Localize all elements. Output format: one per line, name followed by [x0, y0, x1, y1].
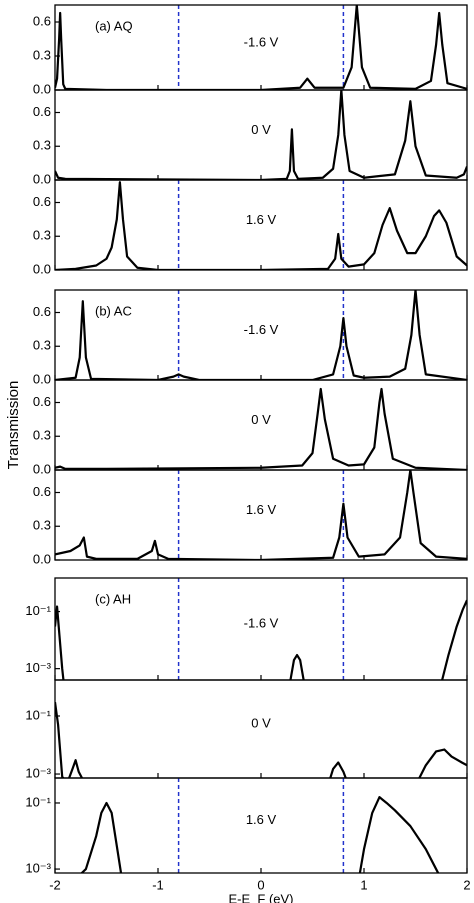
x-tick-label: 2 — [463, 877, 470, 892]
y-tick-label: 0.0 — [33, 371, 51, 386]
x-tick-label: 0 — [257, 877, 264, 892]
transmission-curve — [80, 796, 440, 873]
y-tick-label: 10⁻¹ — [25, 603, 51, 618]
y-tick-label: 0.3 — [33, 518, 51, 533]
panel-label: (a) AQ — [95, 18, 133, 33]
y-tick-label: 10⁻³ — [25, 660, 51, 675]
y-tick-label: 0.3 — [33, 338, 51, 353]
y-tick-label: 0.0 — [33, 261, 51, 276]
y-tick-label: 0.3 — [33, 428, 51, 443]
x-tick-label: -2 — [49, 877, 61, 892]
panel-label: (b) AC — [95, 303, 132, 318]
y-tick-label: 0.0 — [33, 81, 51, 96]
y-tick-label: 0.0 — [33, 551, 51, 566]
y-axis-label: Transmission — [5, 381, 22, 470]
voltage-label: -1.6 V — [244, 615, 279, 630]
voltage-label: 1.6 V — [246, 212, 277, 227]
voltage-label: 0 V — [251, 412, 271, 427]
y-tick-label: 0.6 — [33, 13, 51, 28]
voltage-label: -1.6 V — [244, 322, 279, 337]
transmission-curve — [55, 181, 467, 270]
y-tick-label: 0.6 — [33, 194, 51, 209]
y-tick-label: 0.0 — [33, 171, 51, 186]
x-axis-label: E-E_F (eV) — [228, 891, 293, 903]
y-tick-label: 10⁻³ — [25, 765, 51, 780]
y-tick-label: 0.6 — [33, 104, 51, 119]
transmission-curve — [55, 5, 467, 90]
transmission-curve — [55, 702, 467, 778]
y-tick-label: 0.3 — [33, 138, 51, 153]
y-tick-label: 10⁻¹ — [25, 707, 51, 722]
y-tick-label: 0.0 — [33, 461, 51, 476]
y-tick-label: 0.3 — [33, 228, 51, 243]
y-tick-label: 10⁻³ — [25, 860, 51, 875]
voltage-label: 1.6 V — [246, 502, 277, 517]
y-tick-label: 0.6 — [33, 304, 51, 319]
voltage-label: 0 V — [251, 716, 271, 731]
voltage-label: 0 V — [251, 122, 271, 137]
y-tick-label: 10⁻¹ — [25, 794, 51, 809]
transmission-curve — [55, 599, 467, 680]
x-tick-label: 1 — [360, 877, 367, 892]
voltage-label: -1.6 V — [244, 35, 279, 50]
transmission-curve — [55, 470, 467, 560]
y-tick-label: 0.3 — [33, 47, 51, 62]
y-tick-label: 0.6 — [33, 394, 51, 409]
panel-label: (c) AH — [95, 591, 131, 606]
transmission-curve — [55, 290, 467, 380]
x-tick-label: -1 — [152, 877, 164, 892]
y-tick-label: 0.6 — [33, 484, 51, 499]
transmission-curve — [55, 90, 467, 180]
voltage-label: 1.6 V — [246, 812, 277, 827]
transmission-curve — [55, 387, 467, 470]
